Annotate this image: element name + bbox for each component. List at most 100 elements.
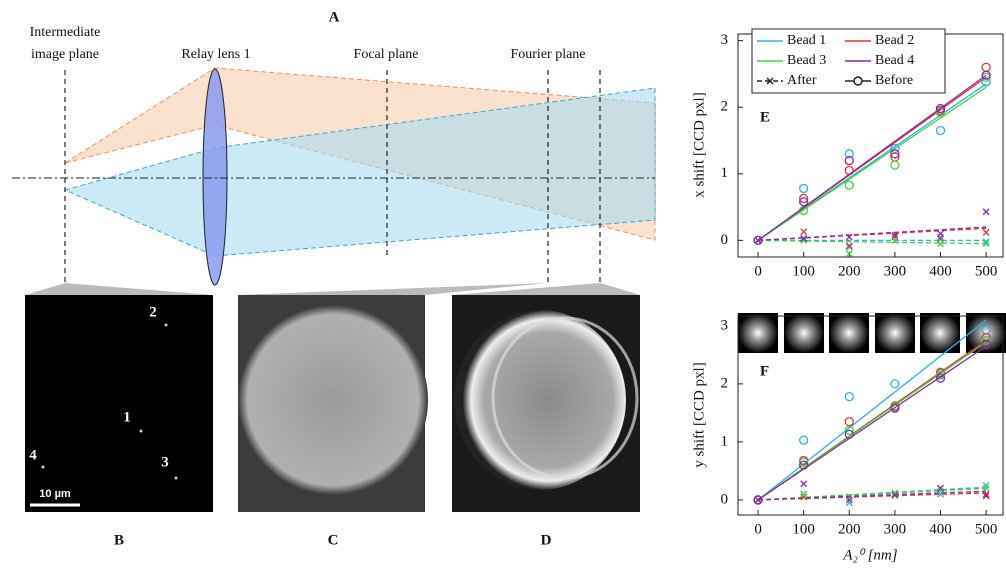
thumbnail: [784, 313, 824, 353]
marker: [799, 457, 809, 467]
marker: [845, 233, 853, 241]
marker: [982, 492, 990, 500]
panel-label: C: [328, 532, 339, 548]
plane-label: Intermediate: [30, 25, 101, 40]
fit-line: [757, 74, 987, 241]
marker: [799, 197, 809, 207]
marker: [981, 339, 991, 350]
marker: [799, 183, 809, 194]
marker: [845, 250, 853, 258]
marker: [935, 373, 946, 383]
marker: [891, 236, 899, 244]
marker: [982, 484, 990, 492]
marker: [845, 243, 853, 251]
marker: [935, 125, 946, 136]
panel-label: F: [760, 363, 769, 379]
pupil-ring: [491, 316, 639, 480]
x-tick-label: 100: [792, 263, 815, 279]
y-tick-label: 0: [721, 491, 729, 507]
pupil-ring: [454, 310, 626, 490]
x-tick-label: 300: [884, 521, 907, 537]
marker: [800, 228, 808, 236]
lens: [202, 68, 228, 286]
thumbnail: [829, 313, 869, 353]
marker: [890, 160, 900, 170]
marker: [981, 335, 991, 346]
marker: [981, 70, 991, 80]
marker: [844, 416, 854, 427]
legend-label: Bead 3: [787, 53, 826, 68]
marker: [937, 230, 944, 238]
x-tick-label: 200: [838, 521, 861, 537]
image-b: [25, 295, 213, 512]
y-tick-label: 1: [721, 433, 729, 449]
bead-label: 3: [161, 454, 169, 470]
fit-line: [758, 239, 987, 245]
marker: [799, 193, 809, 204]
x-tick-label: 0: [754, 263, 762, 279]
y-tick-label: 3: [721, 317, 729, 333]
marker: [982, 228, 990, 236]
thumbnail: [920, 313, 960, 353]
bead-label: 2: [149, 304, 157, 320]
y-tick-label: 3: [721, 32, 729, 48]
y-tick-label: 2: [721, 375, 729, 391]
marker: [982, 208, 990, 216]
marker: [982, 490, 990, 498]
marker: [844, 149, 854, 159]
pupil-disc: [238, 305, 428, 495]
marker: [800, 493, 808, 501]
marker: [891, 231, 899, 239]
x-tick-label: 400: [929, 263, 952, 279]
marker: [935, 103, 946, 114]
marker: [890, 403, 900, 413]
marker: [799, 435, 809, 445]
marker: [982, 240, 990, 248]
fit-line: [757, 86, 987, 241]
marker: [844, 429, 854, 440]
marker: [800, 234, 808, 242]
bead-spot: [174, 476, 178, 480]
bead-spot: [139, 429, 143, 433]
x-tick-label: 500: [975, 263, 998, 279]
marker: [890, 379, 900, 389]
fit-line: [758, 490, 987, 501]
thumbnail: [875, 313, 915, 353]
marker: [753, 235, 763, 246]
thumbnail: [738, 313, 778, 353]
x-axis-label: A₂⁰ [nm]: [842, 547, 897, 563]
legend-marker: [853, 76, 863, 86]
plane-label: Focal plane: [354, 47, 419, 62]
bead-label: 1: [123, 409, 131, 425]
panel-label: B: [114, 532, 124, 548]
fit-line: [758, 226, 987, 242]
legend-marker: [766, 77, 774, 85]
marker: [800, 480, 808, 488]
y-axis-label: x shift [CCD pxl]: [691, 92, 707, 197]
bead-thumbnails: [738, 313, 1006, 353]
fit-line: [758, 227, 987, 242]
bead-spot: [164, 323, 168, 327]
y-tick-label: 2: [721, 99, 729, 115]
x-tick-label: 200: [838, 263, 861, 279]
marker: [937, 484, 944, 492]
marker: [935, 370, 946, 380]
x-tick-label: 300: [884, 263, 907, 279]
zoom-wedge: [452, 283, 640, 295]
scale-bar-label: 10 µm: [39, 488, 71, 500]
x-tick-label: 100: [792, 521, 815, 537]
marker: [891, 491, 899, 499]
plane-label: image plane: [31, 47, 99, 62]
x-tick-label: 0: [754, 521, 762, 537]
zoom-wedge: [25, 283, 213, 295]
lens-label: Relay lens 1: [181, 47, 250, 62]
x-tick-label: 400: [929, 521, 952, 537]
marker: [844, 165, 854, 176]
x-tick-label: 500: [975, 521, 998, 537]
marker: [981, 62, 991, 72]
marker: [937, 490, 944, 498]
marker: [844, 425, 854, 435]
y-tick-label: 1: [721, 165, 729, 181]
